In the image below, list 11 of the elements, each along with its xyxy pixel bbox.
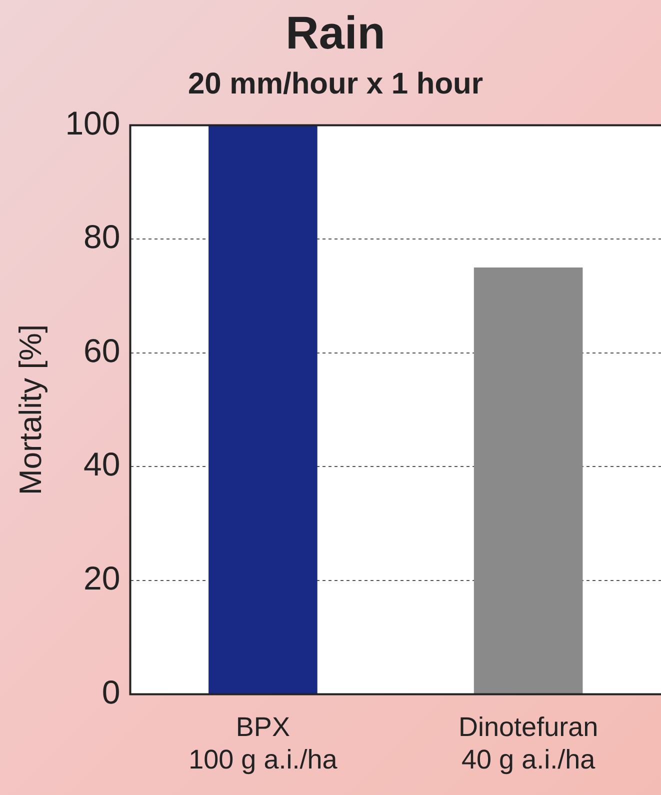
y-tick-label: 80 [84, 218, 120, 256]
y-tick-label: 20 [84, 559, 120, 596]
x-tick-label: Dinotefuran 40 g a.i./ha [458, 712, 598, 774]
y-tick-label: 100 [65, 104, 120, 142]
x-tick-label: BPX 100 g a.i./ha [188, 712, 338, 774]
y-tick-label: 40 [84, 446, 120, 483]
y-tick-label: 0 [102, 673, 120, 710]
chart-title: Rain [286, 6, 386, 58]
y-axis-title: Mortality [%] [13, 324, 48, 495]
chart-subtitle: 20 mm/hour x 1 hour [188, 67, 484, 100]
y-tick-label: 60 [84, 332, 120, 369]
